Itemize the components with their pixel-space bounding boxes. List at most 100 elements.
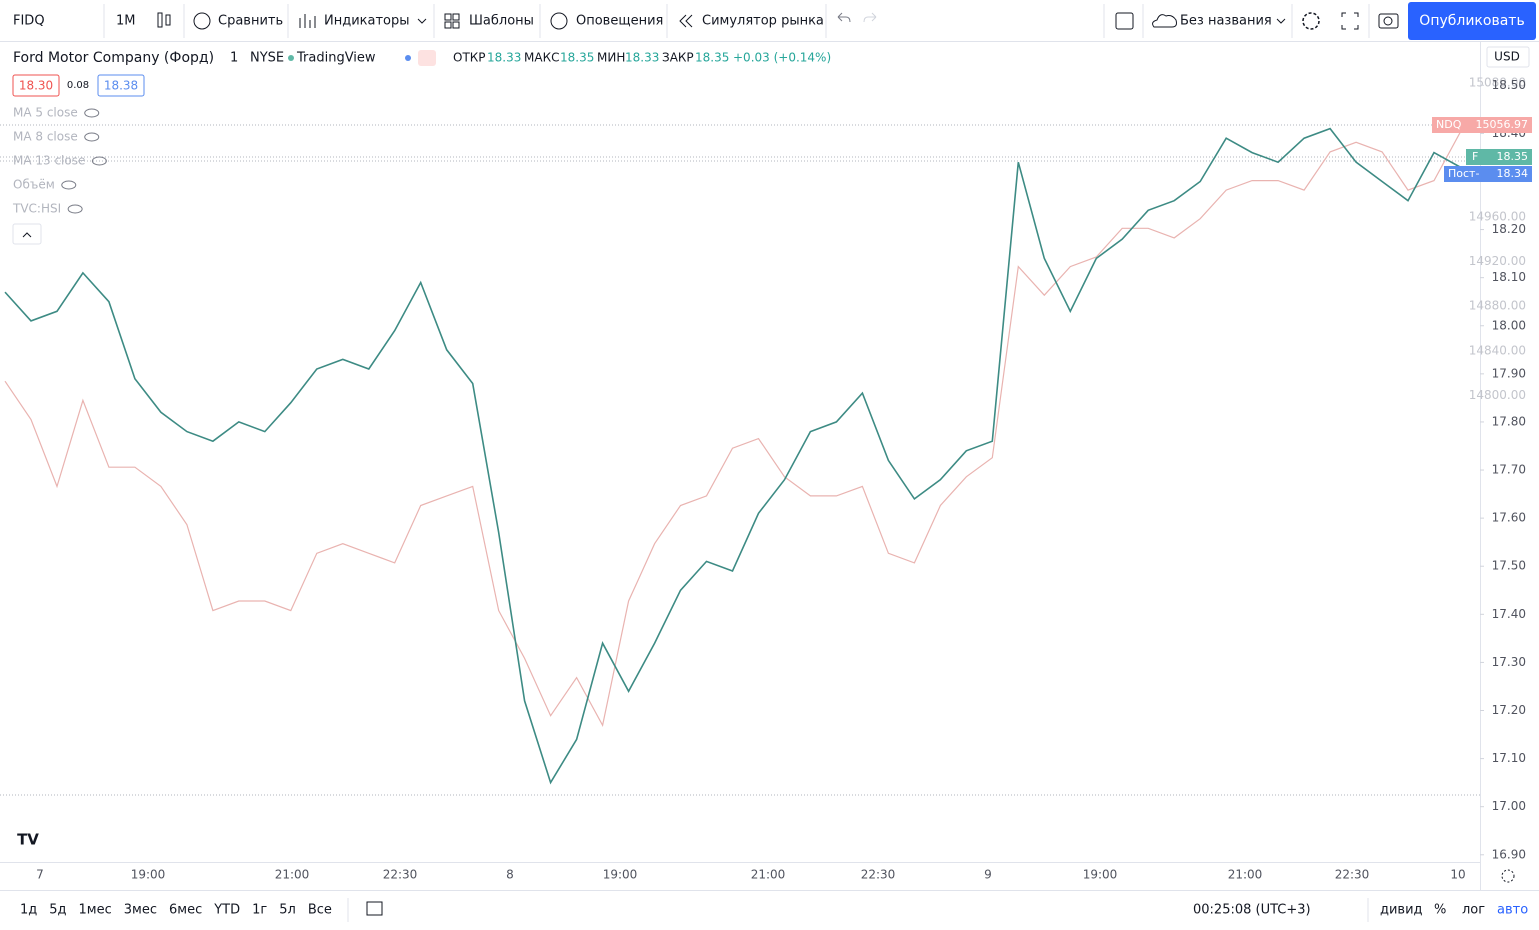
range-button[interactable]: 5д (49, 903, 66, 918)
indicator-label: Объём (13, 178, 55, 192)
ask-value: 18.38 (104, 79, 138, 93)
templates-button[interactable]: Шаблоны (469, 14, 534, 29)
symbol[interactable]: FIDQ (13, 14, 45, 29)
x-tick-label: 22:30 (861, 868, 896, 882)
buy-button[interactable] (97, 74, 145, 97)
y2-tick-label: 14840.00 (1469, 343, 1526, 357)
currency-button[interactable] (1486, 46, 1530, 68)
change-value: +0.03 (+0.14%) (733, 51, 831, 65)
price-label (1444, 166, 1532, 182)
low-value: 18.33 (625, 51, 659, 65)
y2-tick-label: 15080.00 (1469, 76, 1526, 90)
x-tick-label: 7 (36, 868, 44, 882)
snapshot-button[interactable] (1378, 13, 1399, 29)
collapse-icon (22, 232, 32, 238)
open-label: ОТКР (453, 51, 486, 65)
range-button[interactable]: 5л (279, 903, 296, 918)
range-button[interactable]: Все (308, 903, 332, 918)
indicator-list: MA 5 close MA 8 close MA 13 close Объём TVC:… (12, 106, 107, 216)
y-tick-label: 18.20 (1492, 222, 1526, 236)
compare-button[interactable]: Сравнить (218, 14, 283, 29)
templates-icon (444, 13, 460, 29)
price-label-value: 18.35 (1497, 150, 1529, 163)
low-label: МИН (597, 51, 625, 65)
x-tick-label: 21:00 (275, 868, 310, 882)
status-dot (405, 55, 411, 61)
auto-toggle[interactable]: авто (1497, 903, 1528, 918)
replay-button[interactable]: Симулятор рынка (702, 14, 824, 29)
clock: 00:25:08 (UTC+3) (1193, 903, 1311, 918)
undo-button[interactable] (837, 12, 851, 23)
x-tick-label: 22:30 (383, 868, 418, 882)
y2-tick-label: 14920.00 (1469, 254, 1526, 268)
range-buttons: 1д 5д 1мес 3мес 6мес YTD 1г 5л Все (20, 903, 332, 918)
indicator-label: MA 5 close (13, 106, 78, 120)
legend-source: TradingView (296, 51, 376, 66)
publish-button[interactable] (1408, 2, 1536, 40)
status-dot (288, 55, 294, 61)
sell-button[interactable] (12, 74, 60, 97)
range-button[interactable]: 6мес (169, 903, 202, 918)
indicators-button[interactable]: Индикаторы (324, 14, 410, 29)
dropdown-icon[interactable] (1276, 18, 1286, 24)
collapse-button[interactable] (12, 223, 42, 245)
cloud-icon (1152, 14, 1177, 28)
interval[interactable]: 1М (116, 14, 136, 29)
y-tick-label: 18.10 (1492, 270, 1526, 284)
visibility-toggle[interactable] (67, 204, 83, 214)
y2-tick-label: 14800.00 (1469, 388, 1526, 402)
settings-button[interactable] (1302, 12, 1320, 30)
date-range-button[interactable] (366, 901, 383, 916)
indicators-icon (299, 14, 316, 28)
y-tick-label: 17.30 (1492, 655, 1526, 669)
close-label: ЗАКР (662, 51, 694, 65)
fullscreen-button[interactable] (1341, 12, 1359, 30)
indicator-label: TVC:HSI (12, 202, 61, 216)
bid-value: 18.30 (19, 79, 53, 93)
spread-value: 0.08 (67, 80, 89, 91)
dropdown-icon[interactable] (417, 18, 427, 24)
range-button[interactable]: 3мес (124, 903, 157, 918)
y-tick-label: 18.50 (1492, 78, 1526, 92)
y-tick-label: 17.80 (1492, 414, 1526, 428)
compare-icon (193, 12, 211, 30)
y-tick-label: 17.60 (1492, 511, 1526, 525)
plot (4, 127, 1461, 785)
y2-tick-label: 14880.00 (1469, 299, 1526, 313)
x-tick-label: 22:30 (1335, 868, 1370, 882)
indicator-label: MA 13 close (13, 154, 85, 168)
price-label (1432, 117, 1532, 133)
dividends-toggle[interactable]: дивид (1380, 903, 1423, 918)
redo-button[interactable] (863, 12, 877, 23)
chart-type-icon[interactable] (157, 12, 171, 28)
currency: USD (1494, 50, 1520, 64)
log-toggle[interactable]: лог (1462, 903, 1485, 918)
alerts-button[interactable]: Оповещения (576, 14, 663, 29)
range-button[interactable]: 1мес (79, 903, 112, 918)
y-tick-label: 17.20 (1492, 703, 1526, 717)
series-line (4, 132, 1461, 728)
visibility-toggle[interactable] (61, 180, 77, 190)
y-tick-label: 17.70 (1492, 463, 1526, 477)
x-tick-label: 21:00 (751, 868, 786, 882)
y-tick-label: 17.00 (1492, 799, 1526, 813)
y-tick-label: 17.50 (1492, 559, 1526, 573)
visibility-toggle[interactable] (84, 132, 100, 142)
visibility-toggle[interactable] (84, 108, 100, 118)
range-button[interactable]: YTD (213, 903, 240, 918)
visibility-toggle[interactable] (91, 156, 107, 166)
layout-name[interactable]: Без названия (1180, 14, 1272, 29)
percent-toggle[interactable]: % (1434, 903, 1446, 918)
close-value: 18.35 (695, 51, 729, 65)
axis-settings[interactable] (1501, 869, 1515, 883)
series-line (4, 127, 1461, 785)
layout-button[interactable] (1115, 12, 1134, 30)
range-button[interactable]: 1д (20, 903, 37, 918)
high-label: МАКС (524, 51, 559, 65)
y-tick-label: 18.00 (1492, 318, 1526, 332)
price-label (1466, 149, 1532, 165)
time-axis: 7 19:00 21:00 22:30 8 19:00 21:00 22:30 9 19:00 21… (36, 868, 1465, 882)
publish-label: Опубликовать (1419, 13, 1524, 29)
range-button[interactable]: 1г (252, 903, 267, 918)
